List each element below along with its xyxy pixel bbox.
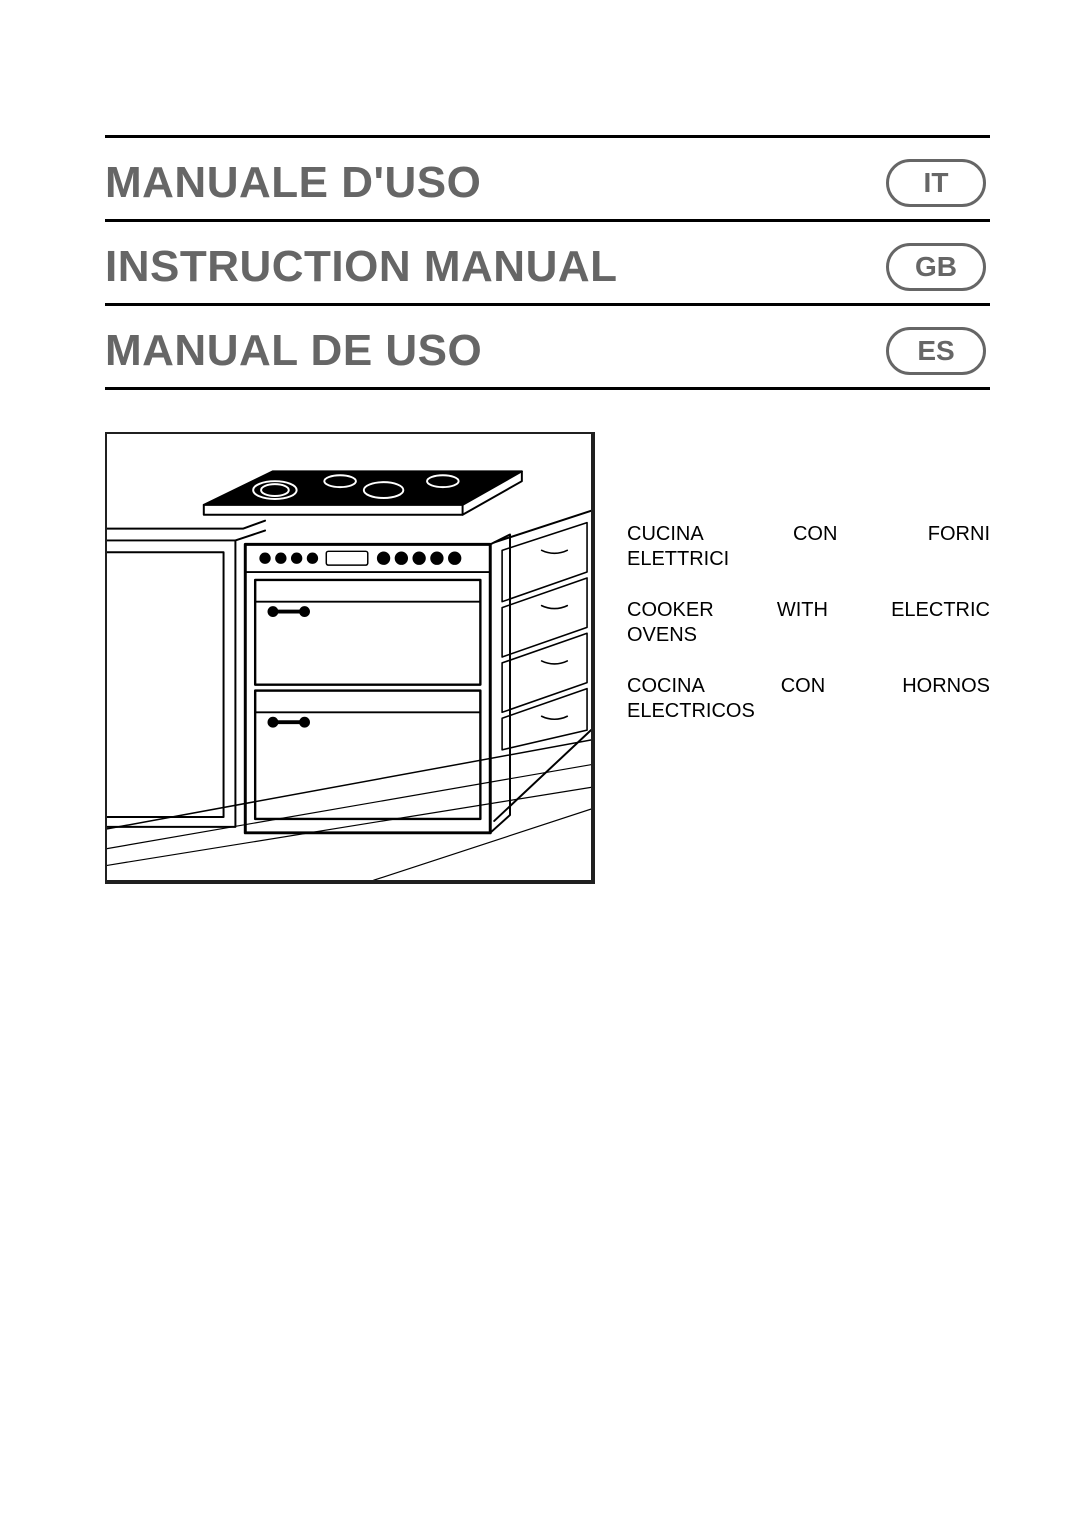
description-es: COCINA CON HORNOS ELECTRICOS [627,674,990,724]
badge-gb: GB [886,243,986,291]
bottom-rule [105,387,990,390]
language-section: MANUALE D'USO IT INSTRUCTION MANUAL GB M… [105,135,990,390]
description-it: CUCINA CON FORNI ELETTRICI [627,522,990,572]
language-row-it: MANUALE D'USO IT [105,135,990,219]
desc-gb-line1: COOKER WITH ELECTRIC [627,599,990,621]
desc-it-line1: CUCINA CON FORNI [627,523,990,545]
manual-cover-page: MANUALE D'USO IT INSTRUCTION MANUAL GB M… [0,0,1080,1533]
language-row-es: MANUAL DE USO ES [105,303,990,387]
badge-it: IT [886,159,986,207]
title-gb: INSTRUCTION MANUAL [105,242,618,292]
desc-es-line1: COCINA CON HORNOS [627,675,990,697]
desc-gb-line2: OVENS [627,623,990,648]
title-es: MANUAL DE USO [105,326,482,376]
title-it: MANUALE D'USO [105,158,481,208]
desc-it-line2: ELETTRICI [627,547,990,572]
description-column: CUCINA CON FORNI ELETTRICI COOKER WITH E… [627,432,990,884]
cooker-svg [107,433,591,881]
cooker-illustration [105,432,595,884]
content-row: CUCINA CON FORNI ELETTRICI COOKER WITH E… [105,432,990,884]
badge-es: ES [886,327,986,375]
language-row-gb: INSTRUCTION MANUAL GB [105,219,990,303]
description-gb: COOKER WITH ELECTRIC OVENS [627,598,990,648]
desc-es-line2: ELECTRICOS [627,699,990,724]
